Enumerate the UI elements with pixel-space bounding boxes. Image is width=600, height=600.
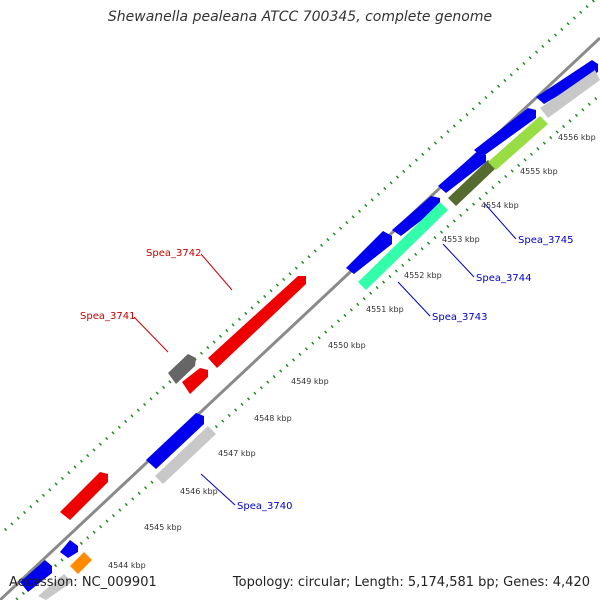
scale-label: 4549 kbp	[291, 377, 329, 386]
label-leaders	[133, 203, 517, 506]
spea-3744-leader	[442, 243, 475, 278]
forward-feature-4[interactable]	[474, 108, 536, 157]
spea-3745-leader	[484, 203, 517, 240]
accession-text: Accession: NC_009901	[9, 575, 157, 590]
spea-3745-label[interactable]: Spea_3745	[518, 235, 573, 246]
scale-label: 4546 kbp	[180, 487, 218, 496]
pseudo-gray-upper[interactable]	[540, 70, 600, 118]
topology-text: Topology: circular; Length: 5,174,581 bp…	[232, 575, 590, 590]
spea-3744-label[interactable]: Spea_3744	[476, 273, 531, 284]
spea-3740-leader	[200, 473, 236, 506]
scale-label: 4550 kbp	[328, 341, 366, 350]
scale-label: 4551 kbp	[366, 305, 404, 314]
spea-3742-feature[interactable]	[208, 276, 306, 368]
forward-feature-lower[interactable]	[60, 540, 78, 558]
spea-3741-label[interactable]: Spea_3741	[80, 311, 135, 322]
orange-feature[interactable]	[70, 552, 92, 574]
scale-label: 4544 kbp	[108, 561, 146, 570]
spea-3741-leader	[133, 316, 169, 353]
scale-label: 4545 kbp	[144, 523, 182, 532]
spea-3743-leader	[397, 281, 431, 317]
scale-label: 4554 kbp	[481, 201, 519, 210]
annotated-features	[38, 70, 600, 600]
scale-label: 4547 kbp	[218, 449, 256, 458]
pseudo-gray-lower[interactable]	[38, 574, 72, 600]
scale-label: 4556 kbp	[558, 133, 596, 142]
spea-3742-leader	[200, 253, 233, 291]
reverse-strand-features	[60, 276, 306, 520]
spea-3740-label[interactable]: Spea_3740	[237, 501, 292, 512]
scale-label: 4552 kbp	[404, 271, 442, 280]
spea-3743-feature[interactable]	[358, 202, 448, 290]
pseudo-gray-middle[interactable]	[155, 426, 216, 484]
gene-labels: Spea_3742 Spea_3741 Spea_3740 Spea_3743 …	[80, 235, 573, 512]
spea-3742-label[interactable]: Spea_3742	[146, 248, 201, 259]
spea-3744-feature[interactable]	[448, 160, 496, 206]
forward-feature-corner[interactable]	[20, 560, 52, 592]
outer-tick-track	[3, 0, 597, 532]
scale-label: 4548 kbp	[254, 414, 292, 423]
reverse-feature-lower[interactable]	[60, 472, 108, 520]
forward-feature-1[interactable]	[346, 231, 392, 274]
inner-tick-track	[13, 93, 600, 600]
map-title: Shewanella pealeana ATCC 700345, complet…	[107, 9, 493, 25]
spea-3741-feature[interactable]	[182, 368, 208, 394]
scale-labels: 4544 kbp 4545 kbp 4546 kbp 4547 kbp 4548…	[108, 133, 596, 570]
forward-strand-features	[20, 60, 598, 592]
spea-3743-label[interactable]: Spea_3743	[432, 312, 487, 323]
forward-feature-2[interactable]	[392, 196, 440, 236]
spea-3745-feature[interactable]	[488, 116, 548, 170]
scale-label: 4555 kbp	[520, 167, 558, 176]
forward-feature-3[interactable]	[438, 151, 486, 193]
scale-label: 4553 kbp	[442, 235, 480, 244]
forward-feature-5[interactable]	[536, 60, 598, 104]
gray-small-feature[interactable]	[168, 354, 196, 384]
spea-3740-feature[interactable]	[146, 413, 204, 469]
